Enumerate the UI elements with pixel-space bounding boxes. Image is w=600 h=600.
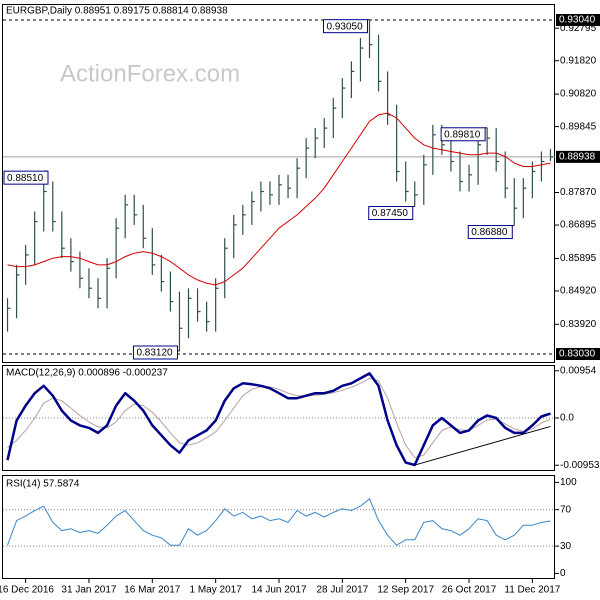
annotation-box — [467, 225, 513, 240]
watermark: ActionForex.com — [60, 60, 240, 87]
x-tick-label: 11 Dec 2017 — [504, 585, 560, 596]
line — [7, 498, 551, 546]
x-tick-label: 28 Jul 2017 — [316, 585, 368, 596]
x-tick-label: 12 Sep 2017 — [377, 585, 434, 596]
annotation-label: 0.93050 — [326, 21, 363, 32]
y-tick-label: 0 — [560, 568, 566, 579]
price-level-label: 0.93040 — [559, 15, 596, 26]
y-tick-label: 0.00954 — [560, 365, 597, 376]
annotation-box — [132, 345, 178, 360]
x-tick-label: 16 Mar 2017 — [124, 585, 181, 596]
y-tick-label: -0.009538 — [560, 460, 600, 471]
price-title: EURGBP,Daily 0.88951 0.89175 0.88814 0.8… — [6, 6, 228, 17]
x-tick-label: 26 Oct 2017 — [442, 585, 497, 596]
y-tick-label: 0.84920 — [560, 286, 597, 297]
y-tick-label: 0.86895 — [560, 220, 597, 231]
price-level-box — [556, 14, 600, 27]
y-tick-label: 0.89845 — [560, 121, 597, 132]
x-tick-label: 31 Jan 2017 — [61, 585, 116, 596]
annotation-box — [440, 127, 486, 142]
line — [6, 372, 551, 467]
price-panel — [2, 4, 555, 363]
annotation-box — [368, 206, 414, 221]
y-tick-label: 30 — [560, 541, 572, 552]
annotation-label: 0.86880 — [471, 227, 508, 238]
y-tick-label: 0.0 — [560, 413, 574, 424]
annotation-label: 0.83120 — [136, 348, 173, 359]
annotation-label: 0.87450 — [372, 208, 409, 219]
x-tick-label: 16 Dec 2016 — [0, 585, 54, 596]
x-tick-label: 14 Jun 2017 — [251, 585, 306, 596]
annotation-label: 0.89810 — [444, 129, 481, 140]
y-tick-label: 70 — [560, 504, 572, 515]
macd-title: MACD(12,26,9) 0.000896 -0.000237 — [6, 368, 168, 379]
y-tick-label: 0.90820 — [560, 89, 597, 100]
y-tick-label: 0.85895 — [560, 253, 597, 264]
price-level-box — [556, 347, 600, 360]
line — [7, 377, 551, 459]
y-tick-label: 0.92795 — [560, 23, 597, 34]
rsi-title: RSI(14) 57.5874 — [6, 479, 80, 490]
x-tick-label: 1 May 2017 — [190, 585, 243, 596]
annotation-box — [322, 19, 368, 34]
y-tick-label: 0.83920 — [560, 319, 597, 330]
trendline — [414, 425, 551, 466]
annotation-box — [3, 170, 49, 185]
price-level-box — [556, 150, 600, 163]
line — [7, 112, 551, 286]
y-tick-label: 0.87870 — [560, 187, 597, 198]
y-tick-label: 100 — [560, 477, 577, 488]
annotation-label: 0.88510 — [7, 173, 44, 184]
rsi-panel — [2, 475, 555, 579]
price-level-label: 0.83030 — [559, 349, 596, 360]
price-level-label: 0.88938 — [559, 152, 596, 163]
macd-panel — [2, 365, 555, 471]
y-tick-label: 0.91820 — [560, 55, 597, 66]
